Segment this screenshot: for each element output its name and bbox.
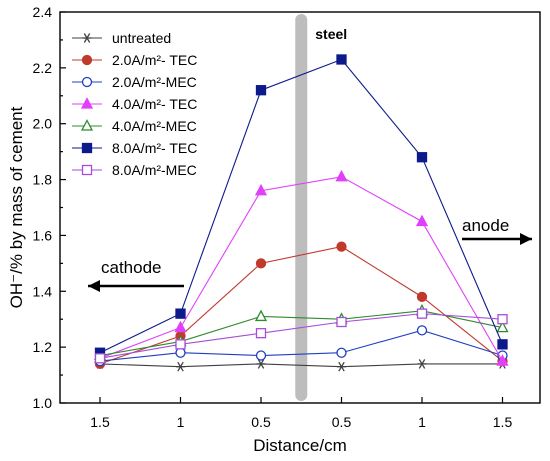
data-point [94,353,106,364]
series-line [99,329,503,362]
data-point [254,309,268,322]
legend-label: 2.0A/m²- TEC [112,52,197,68]
y-axis-title: OH⁻/% by mass of cement [7,106,26,308]
data-point [416,308,428,319]
data-point [175,347,186,358]
legend-label: 4.0A/m²- TEC [112,96,197,112]
data-point [497,314,508,325]
y-tick-label: 2.0 [33,116,53,132]
y-tick-label: 1.8 [33,172,53,188]
y-tick-label: 1.0 [33,395,53,411]
data-point [175,308,186,319]
data-point [335,169,348,182]
data-point [255,85,267,96]
x-tick-label: 1.5 [493,414,513,430]
legend-label: 2.0A/m²-MEC [112,74,197,90]
data-point [497,339,508,350]
data-point [417,359,427,369]
legend-marker [82,33,92,43]
data-point [415,214,429,227]
data-point [255,350,267,361]
y-tick-label: 2.4 [33,4,53,20]
y-tick-label: 1.6 [33,227,53,243]
legend-label: 4.0A/m²-MEC [112,118,197,134]
data-point [496,354,509,366]
data-point [336,347,347,358]
legend-marker [81,76,93,88]
data-point [336,316,347,328]
data-point [175,339,186,350]
legend-label: untreated [112,30,171,46]
series-line [99,310,503,357]
data-point [416,152,428,163]
series-line [99,246,503,365]
data-point [337,361,346,372]
anode-label: anode [462,216,509,235]
legend-label: 8.0A/m²- TEC [112,140,197,156]
x-tick-label: 0.5 [251,414,271,430]
y-tick-label: 1.4 [33,283,53,299]
data-point [336,54,347,65]
y-tick-label: 2.2 [33,60,53,76]
legend-label: 8.0A/m²-MEC [112,162,197,178]
legend-marker [80,119,94,131]
series-line [99,363,503,368]
series-line [99,176,503,362]
cathode-arrow-head [88,280,100,292]
data-point [174,320,187,333]
x-tick-label: 0.5 [332,414,352,430]
data-point [255,258,267,269]
data-point [254,183,268,196]
legend-marker [81,164,93,176]
data-point [256,359,266,369]
legend-marker [81,54,93,66]
x-axis-title: Distance/cm [253,436,347,455]
data-point [336,241,347,252]
anode-arrow-head [520,233,532,245]
x-tick-label: 1.5 [90,414,110,430]
y-tick-label: 1.2 [33,339,53,355]
data-point [496,320,509,333]
legend-marker [81,142,93,154]
series-line [99,58,504,354]
data-point [255,328,267,339]
data-point [416,291,428,303]
data-point [416,325,428,336]
data-point [176,361,185,372]
x-tick-label: 1 [418,414,426,430]
x-tick-label: 1 [177,414,185,430]
steel-bar [295,14,308,401]
series-line [99,313,503,359]
steel-label: steel [315,26,347,42]
legend-marker [80,97,94,109]
cathode-label: cathode [101,258,162,277]
